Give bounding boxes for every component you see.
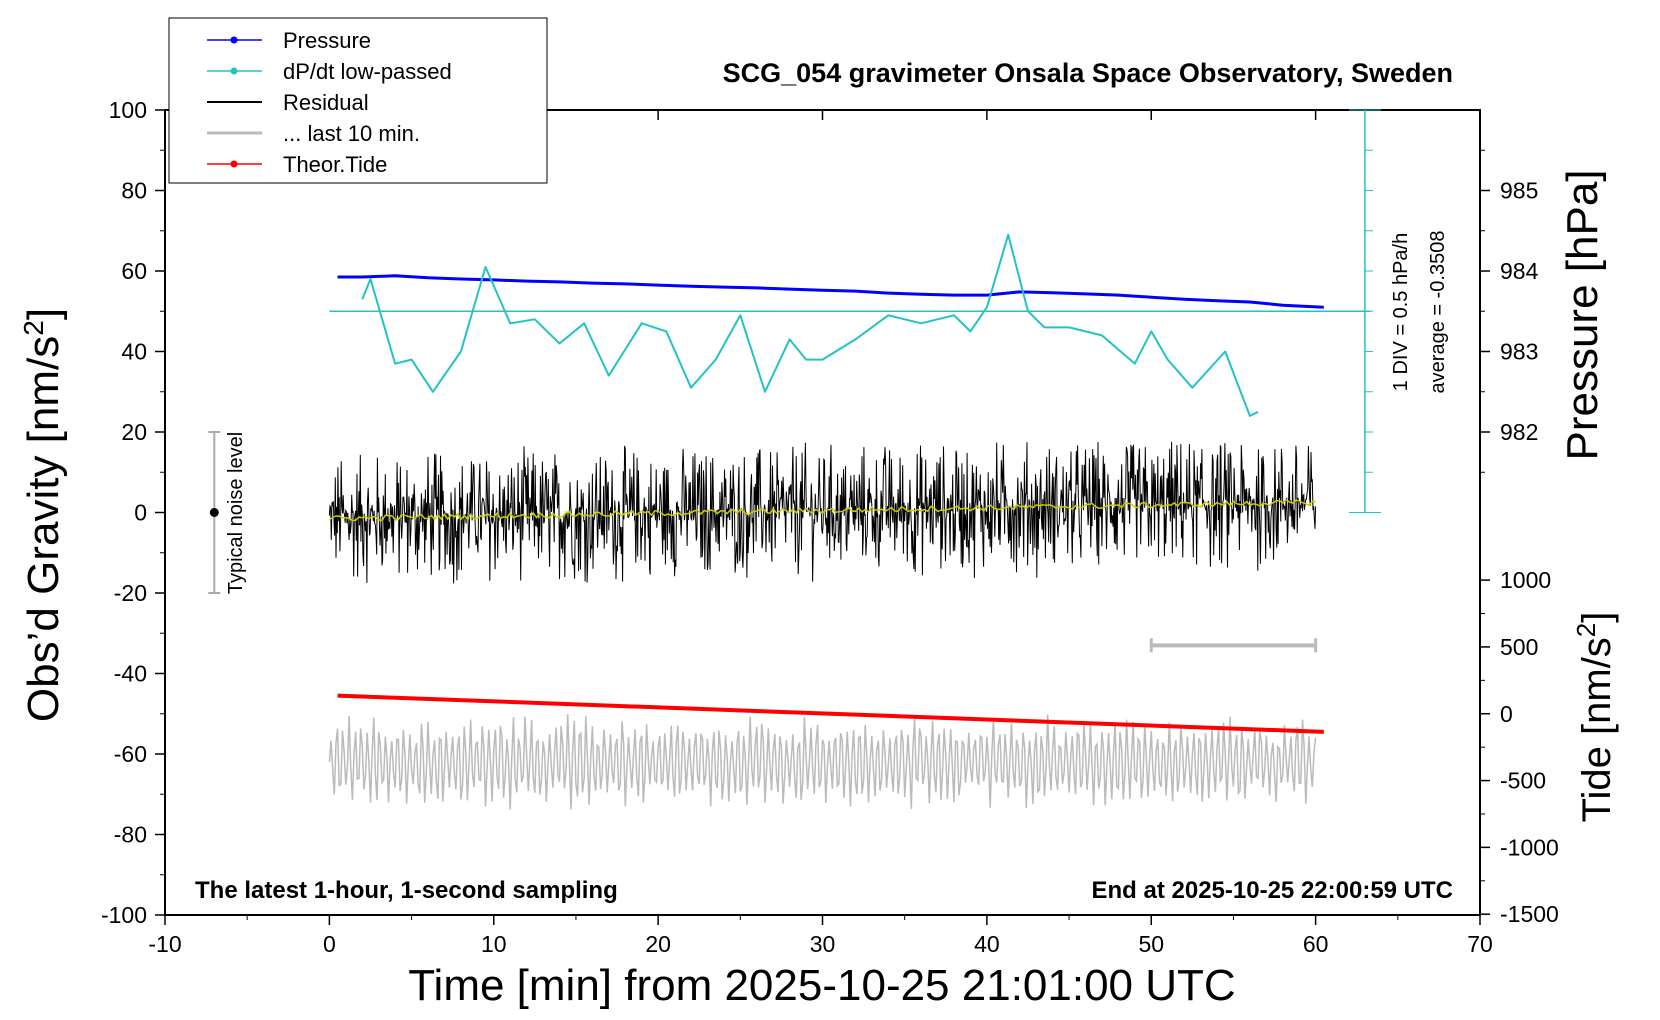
y-tick-label-60: 60 (121, 258, 147, 284)
pressure-axis-title: Pressure [hPa] (1558, 169, 1607, 460)
pressure-tick-label-983: 983 (1500, 339, 1538, 365)
legend-label-last10: ... last 10 min. (283, 121, 420, 146)
y-tick-label-0: 0 (134, 500, 147, 526)
legend-box (168, 17, 548, 184)
x-tick-label-60: 60 (1303, 931, 1329, 957)
noise-level-label: Typical noise level (225, 432, 247, 594)
x-tick-label-0: 0 (323, 931, 336, 957)
y-tick-label--40: -40 (114, 661, 147, 687)
tide-tick-label-500: 500 (1500, 634, 1538, 660)
note-left: The latest 1-hour, 1-second sampling (195, 877, 618, 904)
legend-label-tide: Theor.Tide (283, 152, 387, 177)
dpdt-average-label: average = -0.3508 (1427, 231, 1449, 394)
axis-ticks: -10 0 10 20 30 40 50 60 70100806040200-20-40-60-… (101, 97, 1559, 957)
y-tick-label--60: -60 (114, 741, 147, 767)
tide-axis-title-sup: 2 (1571, 623, 1601, 637)
tide-axis-title-main: Tide [nm/s (1575, 637, 1619, 822)
series-dp-dt-low-passed (361, 233, 1259, 417)
legend-label-dpdt: dP/dt low-passed (283, 59, 452, 84)
tide-tick-label-0: 0 (1500, 701, 1513, 727)
x-tick-label-10: 10 (481, 931, 507, 957)
legend-marker-dpdt (230, 67, 238, 75)
legend-label-pressure: Pressure (283, 28, 371, 53)
y-axis-title-left-sup: 2 (18, 320, 49, 336)
x-tick-label-70: 70 (1467, 931, 1493, 957)
y-axis-title-left-close: ] (19, 308, 68, 320)
tide-axis-title: Tide [nm/s2] (1571, 612, 1619, 823)
legend-marker-tide (230, 160, 238, 168)
pressure-tick-label-982: 982 (1500, 419, 1538, 445)
note-right: End at 2025-10-25 22:00:59 UTC (1092, 877, 1454, 904)
legend: Pressure dP/dt low-passed Residual ... l… (168, 17, 548, 184)
tide-tick-label-1000: 1000 (1500, 567, 1551, 593)
series-pressure (337, 274, 1324, 309)
series-theor-tide (337, 693, 1324, 734)
residual-smoothed-line (328, 499, 1316, 522)
x-tick-label-40: 40 (974, 931, 1000, 957)
y-tick-label-20: 20 (121, 419, 147, 445)
series-layer (208, 109, 1381, 810)
y-axis-title-left-main: Obs’d Gravity [nm/s (19, 336, 68, 722)
chart-title: SCG_054 gravimeter Onsala Space Observat… (723, 58, 1453, 88)
y-tick-label--80: -80 (114, 822, 147, 848)
y-tick-label-100: 100 (109, 97, 147, 123)
y-tick-label-80: 80 (121, 178, 147, 204)
tide-axis-title-close: ] (1575, 612, 1619, 623)
residual-line (328, 441, 1317, 584)
x-tick-label-50: 50 (1138, 931, 1164, 957)
pressure-tick-label-985: 985 (1500, 178, 1538, 204)
noise-bar-center-dot (209, 508, 219, 517)
y-tick-label--100: -100 (101, 902, 147, 928)
dpdt-scale-label: 1 DIV = 0.5 hPa/h (1390, 233, 1412, 391)
x-tick-label--10: -10 (148, 931, 181, 957)
tide-tick-label--500: -500 (1500, 768, 1546, 794)
legend-label-residual: Residual (283, 90, 369, 115)
pressure-tick-label-984: 984 (1500, 258, 1539, 284)
tide-tick-label--1500: -1500 (1500, 901, 1559, 927)
y-tick-label-40: 40 (121, 339, 147, 365)
x-tick-label-20: 20 (645, 931, 671, 957)
tide-tick-label--1000: -1000 (1500, 834, 1559, 860)
last-10-min-line (328, 714, 1317, 810)
y-tick-label--20: -20 (114, 580, 147, 606)
legend-marker-pressure (230, 36, 238, 44)
x-axis-title: Time [min] from 2025-10-25 21:01:00 UTC (408, 961, 1235, 1010)
y-axis-title-left: Obs’d Gravity [nm/s2] (18, 308, 69, 722)
x-tick-label-30: 30 (810, 931, 836, 957)
